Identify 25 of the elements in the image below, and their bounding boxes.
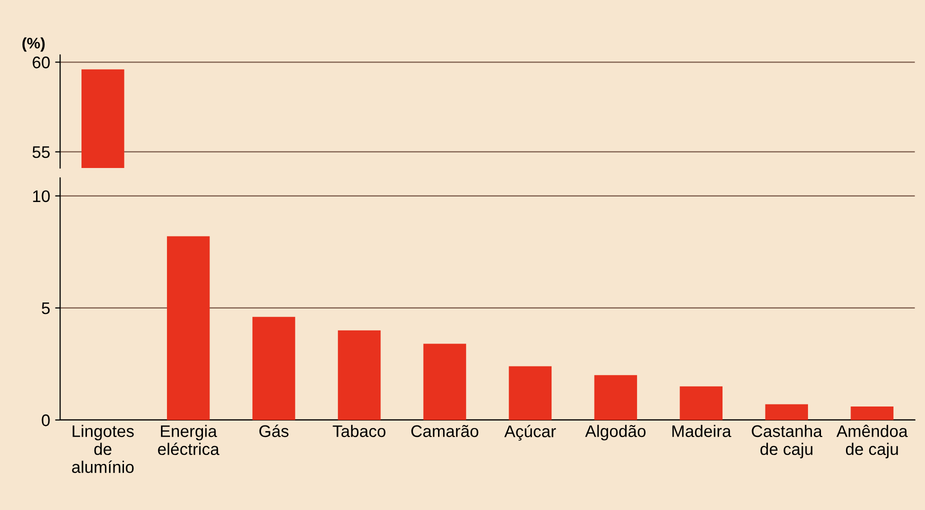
x-tick-label: Amêndoa de caju bbox=[836, 424, 908, 458]
x-tick-label: Castanha de caju bbox=[752, 424, 822, 458]
bar bbox=[166, 236, 210, 420]
y-tick-label: 0 bbox=[42, 414, 50, 426]
x-tick-label: Lingotes de alumínio bbox=[72, 424, 134, 473]
x-tick-label: Madeira bbox=[672, 424, 732, 438]
x-tick-label: Algodão bbox=[585, 424, 646, 440]
bar bbox=[680, 386, 723, 420]
bar bbox=[765, 404, 808, 420]
x-tick-label: Açúcar bbox=[504, 424, 556, 441]
y-tick-label: 5 bbox=[42, 302, 50, 314]
bar bbox=[508, 366, 552, 420]
y-axis-title: (%) bbox=[22, 37, 45, 52]
x-tick-label: Tabaco bbox=[332, 424, 386, 438]
x-tick-label: Gás bbox=[259, 424, 288, 438]
y-tick-label: 10 bbox=[33, 190, 50, 202]
y-tick-label: 55 bbox=[32, 146, 50, 158]
bar bbox=[338, 330, 381, 420]
x-tick-label: Camarão bbox=[411, 424, 478, 438]
bar bbox=[850, 406, 894, 420]
x-tick-label: Energia eléctrica bbox=[158, 424, 220, 456]
y-tick-label: 60 bbox=[32, 56, 50, 68]
bar bbox=[594, 375, 638, 420]
bar bbox=[252, 316, 296, 420]
bar bbox=[423, 344, 466, 420]
